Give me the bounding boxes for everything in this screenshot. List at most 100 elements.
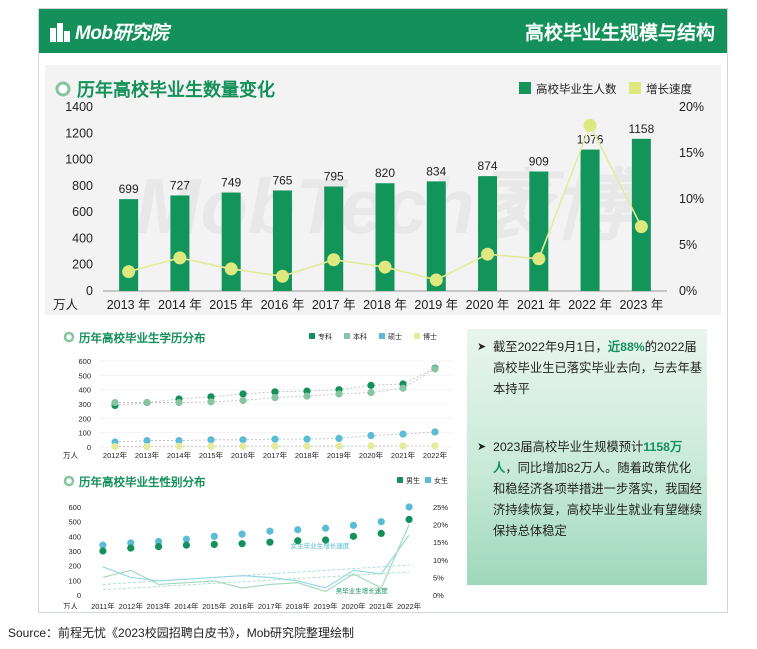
data-point <box>207 398 215 406</box>
growth-point <box>634 220 648 234</box>
legend-swatch-bar <box>519 82 531 94</box>
female-point <box>182 535 191 543</box>
data-point <box>271 388 279 396</box>
title-bullet-icon <box>55 81 71 97</box>
x-tick-label: 2016 年 <box>261 298 305 312</box>
legend-label: 专科 <box>318 332 332 341</box>
data-point <box>239 436 247 444</box>
y-tick-label: 500 <box>68 518 81 527</box>
x-tick-label: 2018年 <box>295 450 320 460</box>
growth-point <box>532 252 546 266</box>
male-point <box>321 536 330 544</box>
x-tick-label: 2019年 <box>313 601 338 609</box>
data-point <box>303 435 311 443</box>
female-point <box>294 526 302 534</box>
y2-tick-label: 15% <box>679 146 704 160</box>
female-point <box>99 541 107 549</box>
male-trend-line <box>102 571 410 591</box>
note-highlight: 1158万人 <box>493 440 683 475</box>
data-point <box>335 442 343 450</box>
x-tick-label: 2014 年 <box>158 298 202 312</box>
x-tick-label: 2019年 <box>327 450 352 460</box>
growth-point <box>327 253 341 267</box>
x-tick-label: 2012年 <box>103 450 128 460</box>
legend-swatch <box>414 333 420 339</box>
x-tick-label: 2016年 <box>230 601 255 609</box>
female-point <box>238 530 246 538</box>
y-tick-label: 100 <box>78 429 91 438</box>
bar <box>170 195 190 291</box>
data-point <box>143 398 151 407</box>
male-point <box>377 529 385 537</box>
y-tick-label: 0 <box>87 443 91 452</box>
x-tick-label: 2014年 <box>174 601 199 609</box>
bar <box>478 176 498 291</box>
legend-swatch <box>379 333 385 339</box>
y-tick-label: 1400 <box>65 100 93 114</box>
data-point <box>143 442 151 451</box>
data-point <box>271 442 279 450</box>
male-point <box>182 541 191 549</box>
bar-value-label: 699 <box>119 182 139 196</box>
arrow-icon: ➤ <box>477 341 487 353</box>
male-growth-line <box>102 524 410 593</box>
y2-tick-label: 5% <box>679 238 697 252</box>
male-point <box>238 540 246 548</box>
data-point <box>367 388 375 397</box>
data-point <box>399 442 407 450</box>
bar-value-label: 749 <box>221 176 241 190</box>
x-tick-label: 2017 年 <box>312 298 356 312</box>
note-highlight: 近88% <box>607 340 645 354</box>
growth-point <box>122 265 136 279</box>
x-tick-label: 2020 年 <box>466 298 510 312</box>
male-point <box>127 544 135 552</box>
data-point <box>143 436 151 445</box>
bar-value-label: 820 <box>375 166 395 180</box>
data-point <box>303 442 311 450</box>
y-tick-label: 600 <box>72 205 93 219</box>
female-growth-line <box>102 534 410 589</box>
legend-swatch-line <box>629 82 641 94</box>
x-tick-label: 2017年 <box>258 601 283 609</box>
y2-tick-label: 10% <box>433 556 448 565</box>
legend-label: 增长速度 <box>646 82 692 96</box>
bar <box>529 171 549 291</box>
y-tick-label: 200 <box>72 258 93 272</box>
data-point <box>111 398 119 407</box>
page-title: 高校毕业生规模与结构 <box>524 23 715 44</box>
y2-tick-label: 20% <box>433 521 448 530</box>
y-tick-label: 0 <box>77 591 81 600</box>
female-point <box>154 537 163 546</box>
header-bar: Mob研究院 高校毕业生规模与结构 <box>39 9 727 53</box>
chart-title: 历年高校毕业生性别分布 <box>79 475 206 489</box>
y-tick-label: 200 <box>68 562 81 571</box>
female-growth-label: 女生毕业生增长速度 <box>291 541 350 550</box>
data-point <box>239 390 247 398</box>
y-tick-label: 300 <box>68 547 81 556</box>
y-tick-label: 400 <box>68 532 81 541</box>
y-unit-label: 万人 <box>63 602 78 609</box>
legend-label: 本科 <box>353 332 367 341</box>
bar <box>375 183 395 291</box>
male-growth-label: 男毕业生增长速度 <box>336 586 389 595</box>
x-tick-label: 2023 年 <box>619 298 663 312</box>
note-text: 截至2022年9月1日， <box>493 340 608 354</box>
legend-label: 女生 <box>434 476 448 485</box>
chart-title: 历年高校毕业生学历分布 <box>79 331 206 345</box>
male-point <box>266 538 274 546</box>
y-tick-label: 600 <box>78 357 91 366</box>
note-1: ➤ 截至2022年9月1日，近88%的2022届高校毕业生已落实毕业去向，与去年… <box>477 337 703 400</box>
data-point <box>303 387 311 395</box>
x-tick-label: 2013年 <box>135 450 160 460</box>
x-tick-label: 2015 年 <box>209 298 253 312</box>
data-point <box>367 431 375 440</box>
bar-value-label: 1158 <box>628 122 654 136</box>
male-point <box>349 532 358 540</box>
x-tick-label: 2022年 <box>423 450 448 460</box>
y2-tick-label: 5% <box>433 573 444 582</box>
data-point <box>271 393 279 402</box>
x-tick-label: 2013 年 <box>107 298 151 312</box>
notes-panel: ➤ 截至2022年9月1日，近88%的2022届高校毕业生已落实毕业去向，与去年… <box>467 329 707 585</box>
legend-swatch <box>344 333 350 339</box>
y-tick-label: 500 <box>78 371 91 380</box>
